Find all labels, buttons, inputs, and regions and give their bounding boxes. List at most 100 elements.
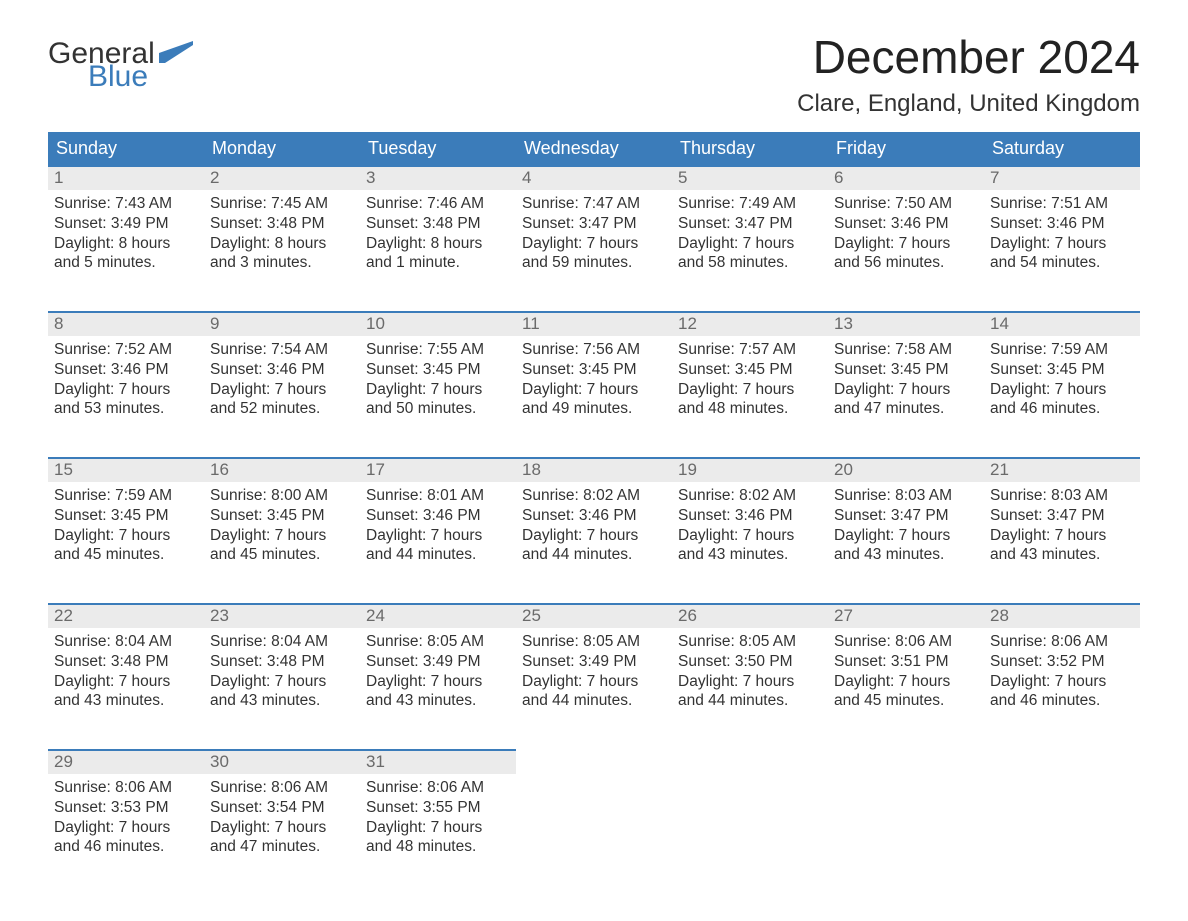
day-detail: Sunrise: 8:06 AMSunset: 3:52 PMDaylight:… bbox=[984, 628, 1140, 717]
day-sunrise: Sunrise: 8:04 AM bbox=[54, 632, 198, 652]
day-number: 2 bbox=[204, 167, 360, 190]
day-sunrise: Sunrise: 7:46 AM bbox=[366, 194, 510, 214]
day-dl1: Daylight: 8 hours bbox=[54, 234, 198, 254]
day-number: 10 bbox=[360, 313, 516, 336]
day-detail: Sunrise: 8:03 AMSunset: 3:47 PMDaylight:… bbox=[984, 482, 1140, 571]
day-dl2: and 46 minutes. bbox=[990, 691, 1134, 711]
day-sunset: Sunset: 3:49 PM bbox=[54, 214, 198, 234]
day-cell: 9 Sunrise: 7:54 AMSunset: 3:46 PMDaylight… bbox=[204, 311, 360, 443]
weekday-tuesday: Tuesday bbox=[360, 132, 516, 165]
day-dl2: and 44 minutes. bbox=[522, 545, 666, 565]
day-cell-td: 24Sunrise: 8:05 AMSunset: 3:49 PMDayligh… bbox=[360, 603, 516, 735]
day-cell: 19Sunrise: 8:02 AMSunset: 3:46 PMDayligh… bbox=[672, 457, 828, 589]
day-cell-td: 22Sunrise: 8:04 AMSunset: 3:48 PMDayligh… bbox=[48, 603, 204, 735]
location-subtitle: Clare, England, United Kingdom bbox=[797, 90, 1140, 118]
day-cell: 24Sunrise: 8:05 AMSunset: 3:49 PMDayligh… bbox=[360, 603, 516, 735]
day-cell-td bbox=[828, 749, 984, 881]
day-dl2: and 44 minutes. bbox=[522, 691, 666, 711]
day-number: 11 bbox=[516, 313, 672, 336]
day-number: 5 bbox=[672, 167, 828, 190]
day-detail: Sunrise: 7:58 AMSunset: 3:45 PMDaylight:… bbox=[828, 336, 984, 425]
day-dl2: and 45 minutes. bbox=[54, 545, 198, 565]
day-number: 6 bbox=[828, 167, 984, 190]
weekday-saturday: Saturday bbox=[984, 132, 1140, 165]
day-dl1: Daylight: 7 hours bbox=[366, 380, 510, 400]
day-number: 12 bbox=[672, 313, 828, 336]
day-sunrise: Sunrise: 8:06 AM bbox=[366, 778, 510, 798]
day-number: 29 bbox=[48, 751, 204, 774]
day-detail: Sunrise: 8:03 AMSunset: 3:47 PMDaylight:… bbox=[828, 482, 984, 571]
day-detail: Sunrise: 7:45 AMSunset: 3:48 PMDaylight:… bbox=[204, 190, 360, 279]
brand-text-block: General Blue bbox=[48, 40, 193, 90]
day-number: 9 bbox=[204, 313, 360, 336]
day-sunset: Sunset: 3:45 PM bbox=[366, 360, 510, 380]
day-dl2: and 43 minutes. bbox=[834, 545, 978, 565]
day-detail: Sunrise: 8:04 AMSunset: 3:48 PMDaylight:… bbox=[204, 628, 360, 717]
day-cell: 17Sunrise: 8:01 AMSunset: 3:46 PMDayligh… bbox=[360, 457, 516, 589]
weekday-sunday: Sunday bbox=[48, 132, 204, 165]
day-cell-td: 10 Sunrise: 7:55 AMSunset: 3:45 PMDayligh… bbox=[360, 311, 516, 443]
day-dl1: Daylight: 7 hours bbox=[522, 526, 666, 546]
day-sunset: Sunset: 3:46 PM bbox=[990, 214, 1134, 234]
brand-blue: Blue bbox=[88, 63, 193, 90]
day-detail: Sunrise: 7:49 AMSunset: 3:47 PMDaylight:… bbox=[672, 190, 828, 279]
day-sunrise: Sunrise: 8:02 AM bbox=[678, 486, 822, 506]
day-sunset: Sunset: 3:55 PM bbox=[366, 798, 510, 818]
day-cell: 11Sunrise: 7:56 AMSunset: 3:45 PMDayligh… bbox=[516, 311, 672, 443]
day-dl1: Daylight: 7 hours bbox=[210, 380, 354, 400]
day-dl1: Daylight: 7 hours bbox=[366, 672, 510, 692]
day-detail: Sunrise: 8:04 AMSunset: 3:48 PMDaylight:… bbox=[48, 628, 204, 717]
day-cell-td: 13Sunrise: 7:58 AMSunset: 3:45 PMDayligh… bbox=[828, 311, 984, 443]
day-detail: Sunrise: 8:05 AMSunset: 3:49 PMDaylight:… bbox=[360, 628, 516, 717]
day-detail: Sunrise: 7:46 AMSunset: 3:48 PMDaylight:… bbox=[360, 190, 516, 279]
day-cell: 25Sunrise: 8:05 AMSunset: 3:49 PMDayligh… bbox=[516, 603, 672, 735]
day-sunset: Sunset: 3:48 PM bbox=[210, 652, 354, 672]
day-dl1: Daylight: 8 hours bbox=[366, 234, 510, 254]
calendar-body: 1Sunrise: 7:43 AMSunset: 3:49 PMDaylight… bbox=[48, 165, 1140, 881]
day-number: 31 bbox=[360, 751, 516, 774]
day-dl1: Daylight: 7 hours bbox=[678, 234, 822, 254]
day-sunset: Sunset: 3:45 PM bbox=[990, 360, 1134, 380]
day-detail: Sunrise: 7:50 AMSunset: 3:46 PMDaylight:… bbox=[828, 190, 984, 279]
day-dl2: and 44 minutes. bbox=[678, 691, 822, 711]
day-sunset: Sunset: 3:46 PM bbox=[678, 506, 822, 526]
day-cell-td: 29Sunrise: 8:06 AMSunset: 3:53 PMDayligh… bbox=[48, 749, 204, 881]
day-cell: 2Sunrise: 7:45 AMSunset: 3:48 PMDaylight… bbox=[204, 165, 360, 297]
day-sunrise: Sunrise: 7:56 AM bbox=[522, 340, 666, 360]
day-cell: 13Sunrise: 7:58 AMSunset: 3:45 PMDayligh… bbox=[828, 311, 984, 443]
day-sunset: Sunset: 3:47 PM bbox=[834, 506, 978, 526]
day-dl2: and 59 minutes. bbox=[522, 253, 666, 273]
week-spacer bbox=[48, 589, 1140, 603]
day-dl2: and 45 minutes. bbox=[210, 545, 354, 565]
day-sunset: Sunset: 3:47 PM bbox=[522, 214, 666, 234]
week-row: 8Sunrise: 7:52 AMSunset: 3:46 PMDaylight… bbox=[48, 311, 1140, 443]
day-sunset: Sunset: 3:49 PM bbox=[522, 652, 666, 672]
day-sunrise: Sunrise: 7:57 AM bbox=[678, 340, 822, 360]
day-dl1: Daylight: 7 hours bbox=[990, 380, 1134, 400]
day-dl1: Daylight: 7 hours bbox=[990, 672, 1134, 692]
week-row: 29Sunrise: 8:06 AMSunset: 3:53 PMDayligh… bbox=[48, 749, 1140, 881]
day-dl1: Daylight: 7 hours bbox=[54, 818, 198, 838]
day-sunrise: Sunrise: 7:54 AM bbox=[210, 340, 354, 360]
day-dl1: Daylight: 7 hours bbox=[678, 526, 822, 546]
day-dl2: and 45 minutes. bbox=[834, 691, 978, 711]
day-sunrise: Sunrise: 8:05 AM bbox=[678, 632, 822, 652]
day-sunrise: Sunrise: 7:55 AM bbox=[366, 340, 510, 360]
day-cell: 10 Sunrise: 7:55 AMSunset: 3:45 PMDayligh… bbox=[360, 311, 516, 443]
day-sunset: Sunset: 3:46 PM bbox=[210, 360, 354, 380]
day-number: 16 bbox=[204, 459, 360, 482]
day-sunset: Sunset: 3:51 PM bbox=[834, 652, 978, 672]
day-sunset: Sunset: 3:46 PM bbox=[54, 360, 198, 380]
day-cell: 31Sunrise: 8:06 AMSunset: 3:55 PMDayligh… bbox=[360, 749, 516, 881]
day-cell-td: 26Sunrise: 8:05 AMSunset: 3:50 PMDayligh… bbox=[672, 603, 828, 735]
day-dl2: and 43 minutes. bbox=[210, 691, 354, 711]
day-sunrise: Sunrise: 8:04 AM bbox=[210, 632, 354, 652]
day-dl1: Daylight: 7 hours bbox=[834, 234, 978, 254]
day-detail: Sunrise: 8:06 AMSunset: 3:51 PMDaylight:… bbox=[828, 628, 984, 717]
day-sunrise: Sunrise: 8:06 AM bbox=[834, 632, 978, 652]
week-spacer bbox=[48, 735, 1140, 749]
day-sunset: Sunset: 3:45 PM bbox=[678, 360, 822, 380]
day-number: 7 bbox=[984, 167, 1140, 190]
day-cell: 8Sunrise: 7:52 AMSunset: 3:46 PMDaylight… bbox=[48, 311, 204, 443]
day-cell-td: 25Sunrise: 8:05 AMSunset: 3:49 PMDayligh… bbox=[516, 603, 672, 735]
